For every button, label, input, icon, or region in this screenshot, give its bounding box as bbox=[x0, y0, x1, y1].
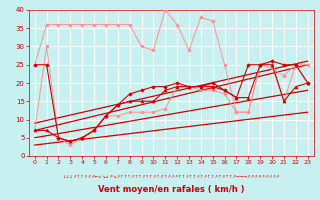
Text: Vent moyen/en rafales ( km/h ): Vent moyen/en rafales ( km/h ) bbox=[98, 185, 244, 194]
Text: ↓↓↓↗↑↑↗↗↗←↙↘↙↗↘↗↑↑↑↗↑↑↗↑↑↗↑↗↑↗↗↗↑↑↗↑↑↗↑↗↑↑↗↑↗↑↑↗→→→↗↗↗↗↗↗↗↗↗: ↓↓↓↗↑↑↗↗↗←↙↘↙↗↘↗↑↑↑↗↑↑↗↑↑↗↑↗↑↗↗↗↑↑↗↑↑↗↑↗… bbox=[62, 175, 280, 179]
